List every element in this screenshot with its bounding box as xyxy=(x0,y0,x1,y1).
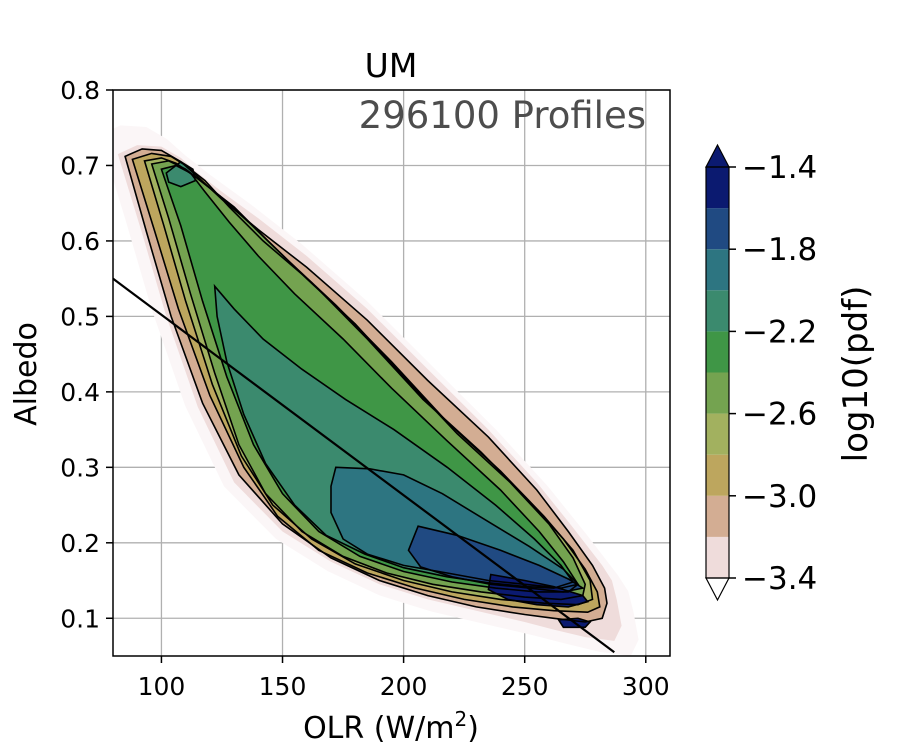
contour-line xyxy=(131,152,601,614)
x-tick-label: 250 xyxy=(501,672,549,701)
contour-line xyxy=(330,466,580,589)
x-axis-ticks: 100 150 200 250 300 xyxy=(138,656,670,701)
contour-lines xyxy=(124,148,608,629)
plot-frame xyxy=(112,89,671,657)
colorbar-segment xyxy=(706,413,729,455)
y-tick-label: 0.4 xyxy=(60,378,100,407)
x-axis-label-superscript: 2 xyxy=(454,707,467,731)
colorbar-segment xyxy=(706,167,729,209)
y-tick-label: 0.2 xyxy=(60,529,100,558)
colorbar-tick-label: −1.8 xyxy=(742,232,817,268)
colorbar-min-extension xyxy=(705,577,730,602)
colorbar-tick-label: −2.6 xyxy=(742,397,817,433)
contour-line xyxy=(213,283,575,589)
contour-line xyxy=(557,617,592,629)
contour-fill-band xyxy=(408,526,583,592)
y-axis-label: Albedo xyxy=(9,322,44,426)
colorbar: −3.4 −3.0 −2.6 −2.2 −1.8 −1.4 xyxy=(705,143,817,602)
colorbar-tick-label: −2.2 xyxy=(742,314,817,350)
contour-fill-band xyxy=(214,286,574,589)
colorbar-segment xyxy=(706,290,729,332)
colorbar-segment xyxy=(706,372,729,414)
x-axis-label-close: ) xyxy=(467,711,479,746)
colorbar-label: log10(pdf) xyxy=(836,286,876,463)
y-tick-label: 0.6 xyxy=(60,227,100,256)
x-axis-label-main: OLR (W/m xyxy=(303,711,454,746)
colorbar-tick-label: −3.0 xyxy=(742,479,817,515)
colorbar-segment xyxy=(706,495,729,537)
colorbar-outline xyxy=(705,166,730,579)
colorbar-max-extension xyxy=(705,143,730,168)
colorbar-tick-label: −1.4 xyxy=(742,150,817,186)
contour-fills xyxy=(117,145,622,641)
contour-line xyxy=(143,157,594,606)
x-tick-label: 300 xyxy=(622,672,670,701)
colorbar-segment xyxy=(706,331,729,373)
x-tick-label: 150 xyxy=(259,672,307,701)
contour-line xyxy=(487,573,590,608)
colorbar-segment xyxy=(706,249,729,291)
x-tick-label: 100 xyxy=(138,672,186,701)
colorbar-segment xyxy=(706,536,729,578)
y-axis-ticks: 0.1 0.2 0.3 0.4 0.5 0.6 0.7 0.8 xyxy=(60,76,113,633)
x-axis-label: OLR (W/m2) xyxy=(303,707,479,746)
x-tick-label: 200 xyxy=(380,672,428,701)
profile-count-annotation: 296100 Profiles xyxy=(359,94,646,137)
chart-title: UM xyxy=(365,46,418,85)
y-tick-label: 0.7 xyxy=(60,151,100,180)
colorbar-tick-label: −3.4 xyxy=(742,561,817,597)
y-tick-label: 0.8 xyxy=(60,76,100,105)
regression-line xyxy=(113,277,615,654)
contour-fill-band xyxy=(161,165,578,592)
contour-line xyxy=(150,160,587,601)
colorbar-segment xyxy=(706,208,729,250)
y-tick-label: 0.5 xyxy=(60,302,100,331)
y-tick-label: 0.3 xyxy=(60,453,100,482)
y-tick-label: 0.1 xyxy=(60,604,100,633)
colorbar-segment xyxy=(706,454,729,496)
plot-data-area xyxy=(113,125,639,656)
contour-line xyxy=(407,525,585,593)
contour-line xyxy=(165,160,197,188)
